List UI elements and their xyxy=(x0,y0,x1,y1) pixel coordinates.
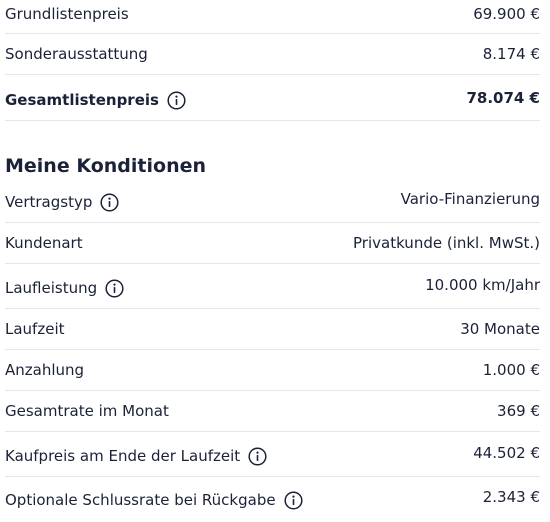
info-circle-icon[interactable] xyxy=(284,490,303,510)
row-gesamtlistenpreis: Gesamtlistenpreis 78.074 € xyxy=(5,88,540,110)
row-value: 78.074 € xyxy=(466,89,540,107)
divider xyxy=(5,74,540,75)
label-text: Kundenart xyxy=(5,234,83,252)
label-text: Gesamtlistenpreis xyxy=(5,91,159,109)
row-value: 2.343 € xyxy=(482,488,540,506)
divider xyxy=(5,308,540,309)
row-label: Anzahlung xyxy=(5,360,84,380)
row-label: Laufzeit xyxy=(5,319,65,339)
label-text: Kaufpreis am Ende der Laufzeit xyxy=(5,447,241,465)
label-text: Gesamtrate im Monat xyxy=(5,402,169,420)
row-value: 69.900 € xyxy=(473,5,540,23)
row-sonderausstattung: Sonderausstattung 8.174 € xyxy=(5,44,540,64)
info-circle-icon[interactable] xyxy=(105,278,124,298)
row-anzahlung: Anzahlung 1.000 € xyxy=(5,360,540,380)
row-value: 8.174 € xyxy=(482,45,540,63)
info-circle-icon[interactable] xyxy=(248,446,267,466)
row-value: 30 Monate xyxy=(460,320,540,338)
row-value: 10.000 km/Jahr xyxy=(425,276,540,294)
row-label: Gesamtrate im Monat xyxy=(5,401,169,421)
label-text: Grundlistenpreis xyxy=(5,5,129,23)
row-label: Kaufpreis am Ende der Laufzeit xyxy=(5,446,267,466)
divider xyxy=(5,349,540,350)
label-text: Optionale Schlussrate bei Rückgabe xyxy=(5,491,276,509)
info-circle-icon[interactable] xyxy=(167,90,186,110)
divider xyxy=(5,431,540,432)
row-laufleistung: Laufleistung 10.000 km/Jahr xyxy=(5,275,540,298)
divider xyxy=(5,476,540,477)
label-text: Vertragstyp xyxy=(5,193,93,211)
row-gesamtrate: Gesamtrate im Monat 369 € xyxy=(5,401,540,421)
row-grundlistenpreis: Grundlistenpreis 69.900 € xyxy=(5,4,540,24)
row-label: Sonderausstattung xyxy=(5,44,148,64)
row-label: Kundenart xyxy=(5,233,83,253)
row-value: 369 € xyxy=(497,402,540,420)
label-text: Anzahlung xyxy=(5,361,85,379)
row-laufzeit: Laufzeit 30 Monate xyxy=(5,319,540,339)
label-text: Laufleistung xyxy=(5,279,98,297)
row-value: 1.000 € xyxy=(482,361,540,379)
row-kaufpreis-ende: Kaufpreis am Ende der Laufzeit 44.502 € xyxy=(5,443,540,466)
section-title: Meine Konditionen xyxy=(5,155,207,177)
divider xyxy=(5,33,540,34)
info-circle-icon[interactable] xyxy=(100,192,119,212)
row-label: Vertragstyp xyxy=(5,192,119,212)
divider xyxy=(5,263,540,264)
row-value: Vario-Finanzierung xyxy=(400,190,540,208)
divider xyxy=(5,390,540,391)
row-label: Gesamtlistenpreis xyxy=(5,90,186,110)
row-kundenart: Kundenart Privatkunde (inkl. MwSt.) xyxy=(5,233,540,253)
row-value: Privatkunde (inkl. MwSt.) xyxy=(353,234,540,252)
row-vertragstyp: Vertragstyp Vario-Finanzierung xyxy=(5,189,540,212)
row-label: Grundlistenpreis xyxy=(5,4,129,24)
row-value: 44.502 € xyxy=(473,444,540,462)
divider xyxy=(5,120,540,121)
divider xyxy=(5,222,540,223)
label-text: Laufzeit xyxy=(5,320,65,338)
row-label: Laufleistung xyxy=(5,278,124,298)
row-label: Optionale Schlussrate bei Rückgabe xyxy=(5,490,303,510)
label-text: Sonderausstattung xyxy=(5,45,148,63)
row-schlussrate-rueckgabe: Optionale Schlussrate bei Rückgabe 2.343… xyxy=(5,487,540,510)
